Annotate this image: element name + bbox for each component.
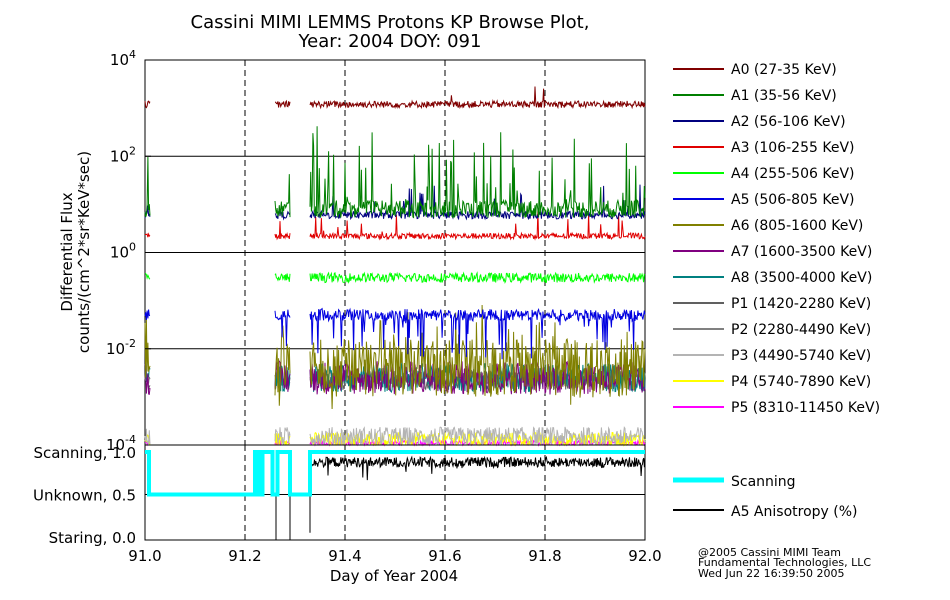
legend-anisotropy-label: A5 Anisotropy (%)	[731, 504, 858, 520]
title-line-1: Cassini MIMI LEMMS Protons KP Browse Plo…	[191, 12, 590, 33]
status-frame	[144, 444, 646, 541]
legend-a5-label: A5 (506-805 KeV)	[731, 192, 854, 208]
legend-a1-label: A1 (35-56 KeV)	[731, 88, 837, 104]
legend-status: Scanning A5 Anisotropy (%)	[673, 474, 858, 520]
series-a5-line	[144, 307, 646, 360]
legend-a8-label: A8 (3500-4000 KeV)	[731, 270, 872, 286]
flux-y-ticks: 104 102 100 10-2 10-4	[106, 48, 151, 454]
legend-a3-label: A3 (106-255 KeV)	[731, 140, 854, 156]
x-axis-label: Day of Year 2004	[330, 567, 458, 585]
series-a3-line	[144, 210, 646, 241]
flux-series-group	[144, 86, 646, 447]
legend-a7-label: A7 (1600-3500 KeV)	[731, 244, 872, 260]
legend-p4-label: P4 (5740-7890 KeV)	[731, 374, 871, 390]
flux-panel: 104 102 100 10-2 10-4 Differential Flux coun…	[58, 48, 646, 454]
flux-ytick-label: 100	[110, 241, 136, 262]
x-tick-label: 91.0	[128, 547, 161, 565]
legend-a6-label: A6 (805-1600 KeV)	[731, 218, 863, 234]
series-a0-line	[144, 86, 646, 110]
status-ytick-label: Scanning, 1.0	[33, 444, 136, 462]
flux-ytick-label: 104	[110, 48, 136, 69]
x-tick-label: 91.2	[228, 547, 261, 565]
status-y-ticks: Scanning, 1.0 Unknown, 0.5 Staring, 0.0	[33, 444, 136, 547]
legend-a2-label: A2 (56-106 KeV)	[731, 114, 846, 130]
legend-p1-label: P1 (1420-2280 KeV)	[731, 296, 871, 312]
flux-ylabel-line-2: counts/(cm^2*sr*KeV*sec)	[75, 151, 93, 353]
legend-scanning-label: Scanning	[731, 474, 796, 490]
footer-timestamp: Wed Jun 22 16:39:50 2005	[698, 567, 845, 580]
legend-a4-label: A4 (255-506 KeV)	[731, 166, 854, 182]
flux-ytick-label: 10-4	[106, 433, 136, 454]
legend-p3-label: P3 (4490-5740 KeV)	[731, 348, 871, 364]
flux-ytick-label: 102	[110, 144, 136, 165]
title-line-2: Year: 2004 DOY: 091	[298, 31, 482, 52]
x-axis-ticks: 91.0 91.2 91.4 91.6 91.8 92.0	[128, 534, 662, 565]
x-tick-label: 91.6	[428, 547, 461, 565]
footer-copyright: @2005 Cassini MIMI Team	[698, 546, 841, 559]
legend-p2-label: P2 (2280-4490 KeV)	[731, 322, 871, 338]
series-scanning-line	[145, 450, 645, 497]
footer-company: Fundamental Technologies, LLC	[698, 556, 871, 569]
x-tick-label: 91.8	[528, 547, 561, 565]
status-ytick-label: Staring, 0.0	[49, 529, 136, 547]
status-panel: Scanning, 1.0 Unknown, 0.5 Staring, 0.0 91…	[33, 444, 662, 585]
series-anisotropy-line	[309, 455, 646, 481]
series-a1-line	[144, 126, 646, 219]
status-series-group	[145, 450, 646, 540]
legend: A0 (27-35 KeV) A1 (35-56 KeV) A2 (56-106 K…	[673, 62, 880, 416]
flux-ylabel-line-1: Differential Flux	[58, 192, 76, 311]
x-tick-label: 92.0	[628, 547, 661, 565]
series-a4-line	[144, 271, 646, 284]
legend-a0-label: A0 (27-35 KeV)	[731, 62, 837, 78]
x-tick-label: 91.4	[328, 547, 361, 565]
status-ytick-label: Unknown, 0.5	[33, 487, 136, 505]
flux-ytick-label: 10-2	[106, 337, 136, 358]
legend-p5-label: P5 (8310-11450 KeV)	[731, 400, 880, 416]
series-p3-line	[144, 426, 646, 446]
